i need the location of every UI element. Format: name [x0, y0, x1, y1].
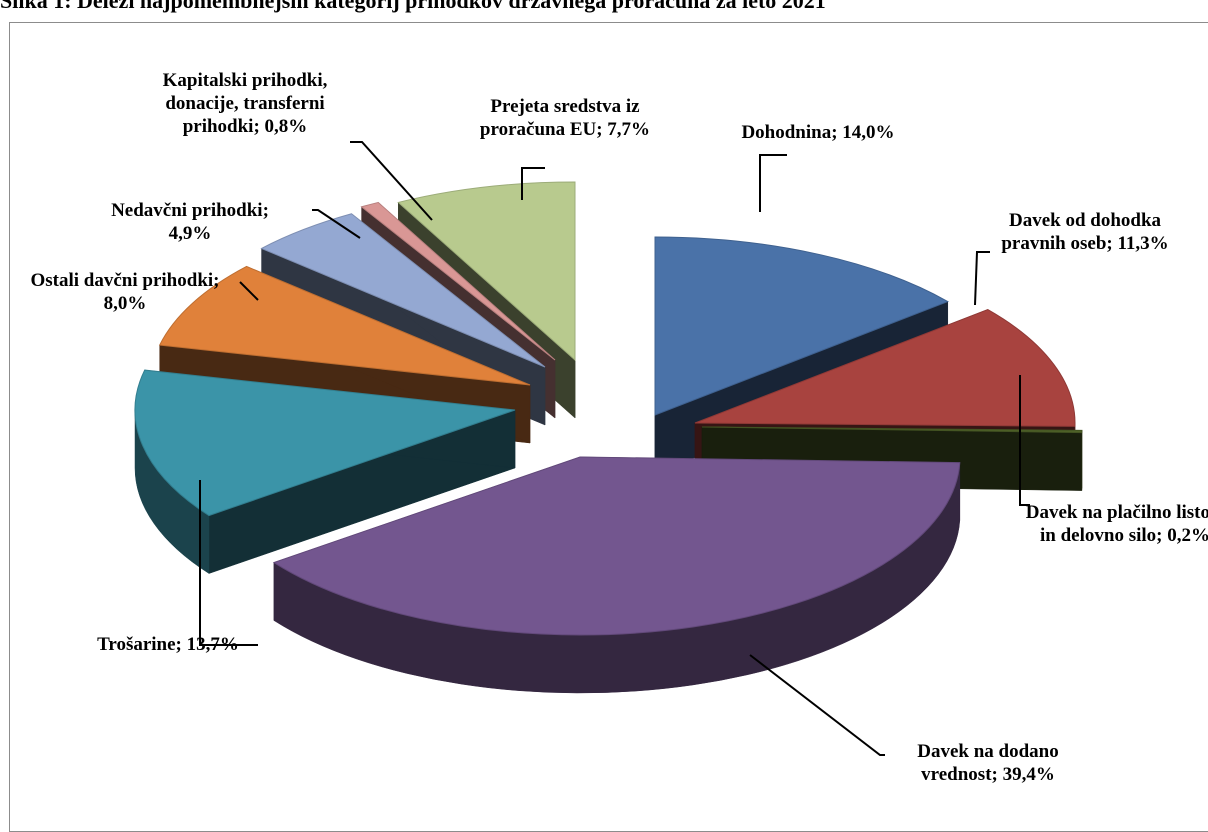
label-kapitalski-prihodki-donacije-transferni-prihodki: Kapitalski prihodki,donacije, transferni…	[163, 70, 328, 137]
label-ostali-dav-ni-prihodki-line-1: 8,0%	[104, 293, 147, 314]
label-kapitalski-prihodki-donacije-transferni-prihodki-line-1: donacije, transferni	[165, 93, 324, 114]
label-nedav-ni-prihodki-line-1: 4,9%	[169, 223, 212, 244]
label-dohodnina-leader-line	[760, 155, 787, 212]
label-tro-arine-line-0: Trošarine; 13,7%	[97, 634, 239, 655]
label-kapitalski-prihodki-donacije-transferni-prihodki-line-2: prihodki; 0,8%	[183, 116, 308, 137]
label-nedav-ni-prihodki-line-0: Nedavčni prihodki;	[111, 200, 269, 221]
label-davek-od-dohodka-pravnih-oseb-line-0: Davek od dohodka	[1009, 210, 1162, 231]
label-dohodnina: Dohodnina; 14,0%	[741, 122, 894, 143]
label-prejeta-sredstva-iz-prora-una-eu-line-0: Prejeta sredstva iz	[490, 96, 640, 117]
label-davek-na-dodano-vrednost-line-1: vrednost; 39,4%	[921, 764, 1055, 785]
label-kapitalski-prihodki-donacije-transferni-prihodki-line-0: Kapitalski prihodki,	[163, 70, 328, 91]
label-davek-na-pla-ilno-listo-in-delovno-silo-line-1: in delovno silo; 0,2%	[1040, 525, 1208, 546]
label-davek-na-dodano-vrednost-line-0: Davek na dodano	[917, 741, 1059, 762]
label-ostali-dav-ni-prihodki-line-0: Ostali davčni prihodki;	[31, 270, 220, 291]
label-davek-na-dodano-vrednost-leader-line	[750, 655, 885, 755]
label-davek-od-dohodka-pravnih-oseb-leader-line	[975, 252, 990, 305]
label-tro-arine: Trošarine; 13,7%	[97, 634, 239, 655]
label-davek-od-dohodka-pravnih-oseb-line-1: pravnih oseb; 11,3%	[1001, 233, 1168, 254]
label-prejeta-sredstva-iz-prora-una-eu-line-1: proračuna EU; 7,7%	[480, 119, 650, 140]
label-davek-na-pla-ilno-listo-in-delovno-silo-line-0: Davek na plačilno listo	[1026, 502, 1208, 523]
label-nedav-ni-prihodki: Nedavčni prihodki;4,9%	[111, 200, 269, 244]
label-dohodnina-line-0: Dohodnina; 14,0%	[741, 122, 894, 143]
